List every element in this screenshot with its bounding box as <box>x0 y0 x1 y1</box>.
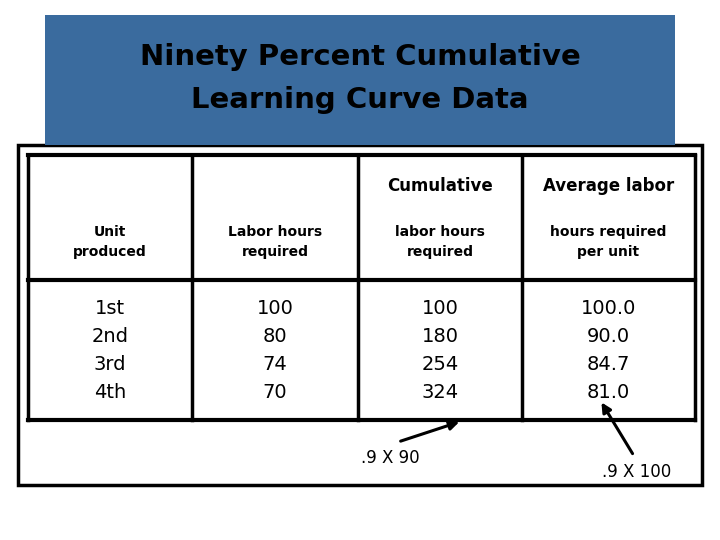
Text: 324: 324 <box>421 382 459 402</box>
Text: 74: 74 <box>263 354 287 374</box>
Text: 1st: 1st <box>95 299 125 318</box>
Text: Labor hours
required: Labor hours required <box>228 225 322 259</box>
Text: Ninety Percent Cumulative: Ninety Percent Cumulative <box>140 43 580 71</box>
Text: 80: 80 <box>263 327 287 346</box>
Text: 84.7: 84.7 <box>587 354 630 374</box>
Text: 81.0: 81.0 <box>587 382 630 402</box>
Bar <box>45 15 675 145</box>
Text: 100.0: 100.0 <box>581 299 636 318</box>
Text: .9 X 100: .9 X 100 <box>603 463 672 481</box>
Text: hours required
per unit: hours required per unit <box>550 225 667 259</box>
Text: Cumulative: Cumulative <box>387 177 493 195</box>
Text: 4th: 4th <box>94 382 126 402</box>
Text: 90.0: 90.0 <box>587 327 630 346</box>
Text: labor hours
required: labor hours required <box>395 225 485 259</box>
Text: 2nd: 2nd <box>91 327 128 346</box>
Text: 3rd: 3rd <box>94 354 126 374</box>
Text: .9 X 90: .9 X 90 <box>361 449 419 467</box>
Text: 180: 180 <box>421 327 459 346</box>
Text: 100: 100 <box>422 299 459 318</box>
Text: Learning Curve Data: Learning Curve Data <box>192 86 528 114</box>
Text: Unit
produced: Unit produced <box>73 225 147 259</box>
Text: Average labor: Average labor <box>543 177 674 195</box>
Text: 254: 254 <box>421 354 459 374</box>
Bar <box>18 145 702 485</box>
Text: 70: 70 <box>263 382 287 402</box>
Text: 100: 100 <box>256 299 294 318</box>
